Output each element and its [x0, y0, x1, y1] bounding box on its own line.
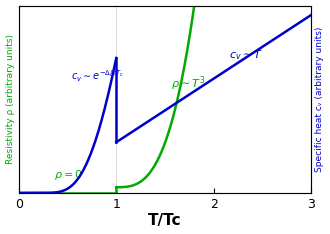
- Y-axis label: Specific heat cᵥ (arbitrary units): Specific heat cᵥ (arbitrary units): [315, 26, 324, 172]
- Y-axis label: Resistivity ρ (arbitrary units): Resistivity ρ (arbitrary units): [6, 34, 15, 164]
- Text: $\rho = 0$: $\rho = 0$: [54, 168, 83, 182]
- Text: $\rho \sim T^3$: $\rho \sim T^3$: [171, 75, 205, 93]
- X-axis label: T/Tc: T/Tc: [148, 213, 182, 228]
- Text: $c_v \sim e^{-\Delta/kT_c}$: $c_v \sim e^{-\Delta/kT_c}$: [71, 69, 125, 84]
- Text: $c_v \sim T$: $c_v \sim T$: [229, 48, 264, 62]
